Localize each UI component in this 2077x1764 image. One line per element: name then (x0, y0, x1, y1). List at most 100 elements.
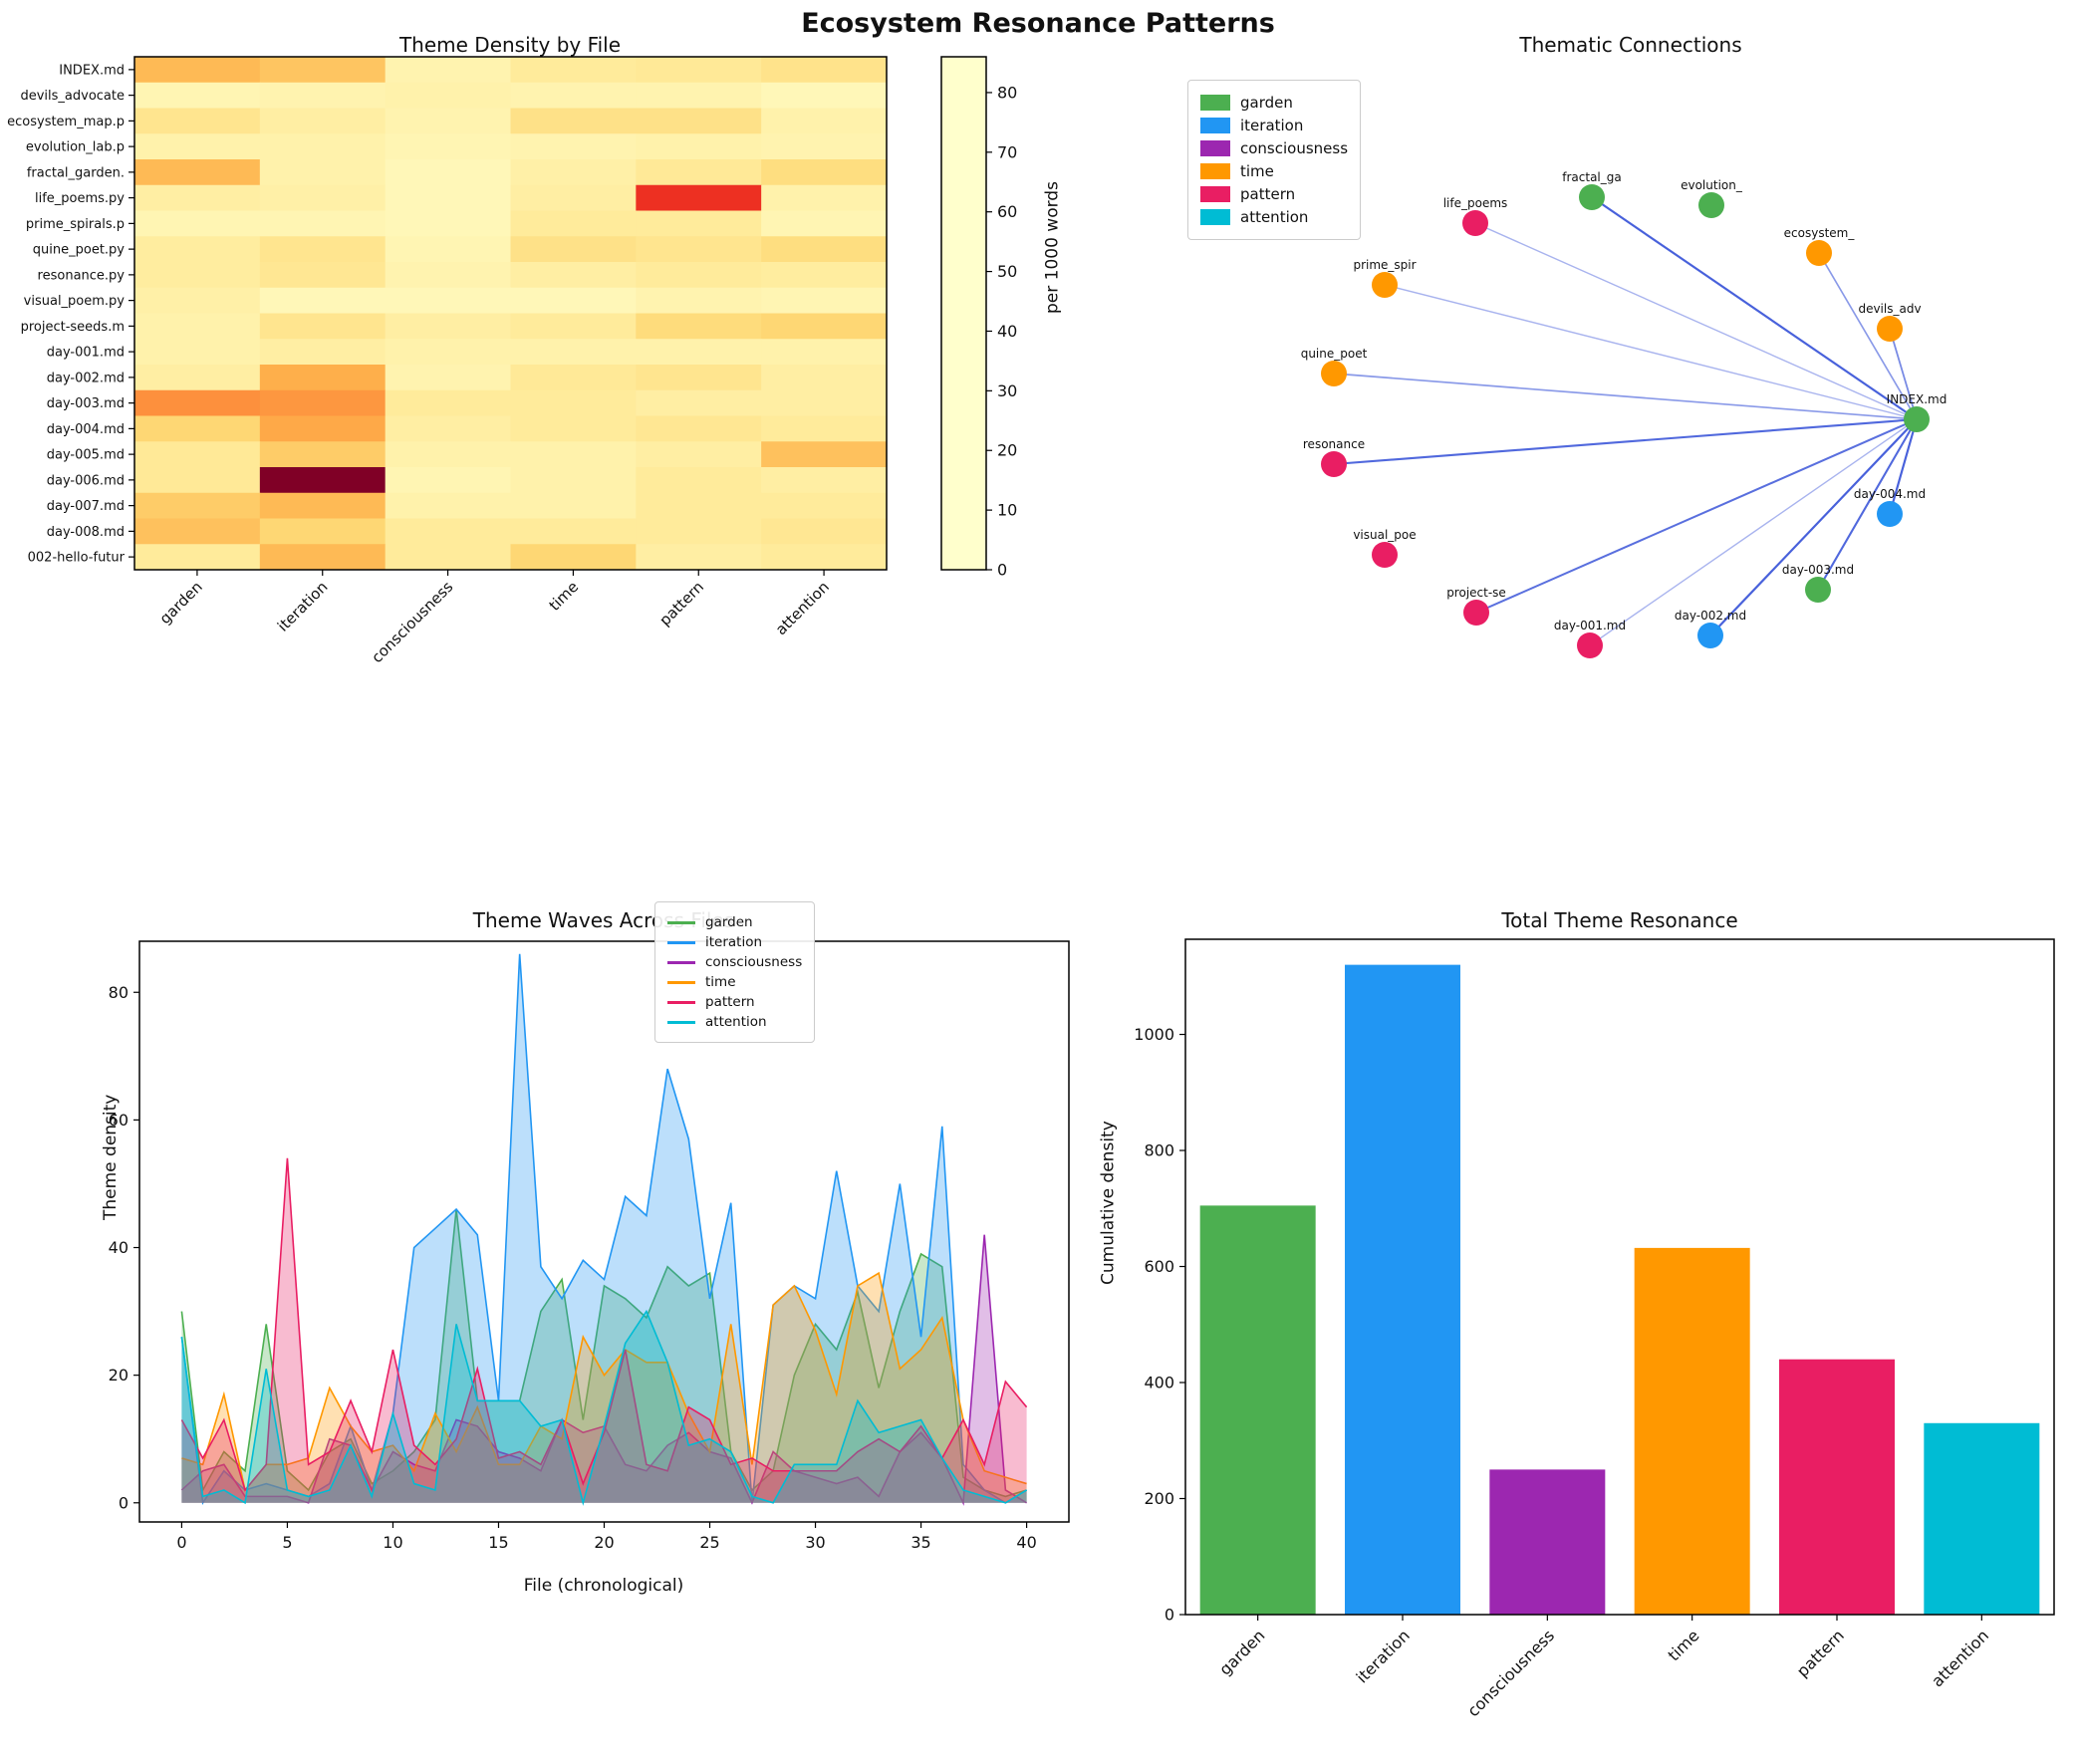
heatmap-cell (259, 108, 387, 134)
legend-item-time: time (667, 974, 802, 990)
heatmap-cell (636, 339, 762, 366)
network-node-label: fractal_ga (1562, 170, 1621, 184)
waves-y-tick-label: 60 (109, 1111, 129, 1130)
heatmap-cell (134, 108, 261, 134)
legend-item-time: time (1200, 162, 1348, 180)
colorbar-tick-label: 20 (997, 441, 1017, 460)
line-garden (180, 1208, 1027, 1498)
waves-x-tick-label: 20 (594, 1533, 614, 1552)
bars-x-tick-label: iteration (1353, 1626, 1414, 1686)
network-node (1321, 361, 1347, 386)
line-attention (180, 1309, 1028, 1506)
heatmap-cell (636, 441, 762, 468)
heatmap-col-label: iteration (274, 578, 332, 635)
heatmap-row-label: quine_poet.py (33, 243, 126, 258)
heatmap-cell (761, 57, 888, 84)
network-node-label: day-002.md (1675, 609, 1746, 623)
waves-y-tick-label: 80 (109, 983, 129, 1002)
heatmap-cell (636, 467, 762, 494)
heatmap-cell (510, 262, 637, 289)
heatmap-row-label: day-005.md (47, 448, 125, 463)
bar-pattern (1779, 1359, 1895, 1615)
colorbar-tick-label: 80 (997, 83, 1017, 102)
network-node-label: day-004.md (1854, 487, 1926, 501)
bar-time (1634, 1247, 1750, 1615)
network-node (1462, 210, 1488, 236)
waves-y-axis-label: Theme density (101, 1094, 122, 1220)
heatmap-cell (259, 365, 387, 391)
legend-label: attention (1240, 208, 1309, 226)
network-node (1579, 184, 1605, 210)
network-node (1877, 316, 1903, 342)
waves-x-tick-label: 15 (488, 1533, 508, 1552)
network-node-label: visual_poe (1353, 528, 1416, 542)
waves-x-axis-label: File (chronological) (523, 1576, 684, 1596)
bars-x-tick-label: consciousness (1463, 1626, 1558, 1720)
bar-attention (1924, 1422, 2040, 1615)
network-title: Thematic Connections (1519, 33, 1742, 57)
heatmap-row-label: day-001.md (47, 346, 125, 361)
heatmap-cell (636, 184, 762, 211)
heatmap-cell (761, 492, 888, 519)
heatmap-cell (259, 210, 387, 237)
heatmap-cell (134, 441, 261, 468)
heatmap-cell (761, 365, 888, 391)
legend-item-iteration: iteration (667, 934, 802, 950)
heatmap-cell (259, 236, 387, 263)
legend-label: time (1240, 162, 1274, 180)
heatmap-row-label: day-003.md (47, 396, 125, 411)
legend-swatch-iteration (1200, 118, 1230, 133)
network-node-label: day-003.md (1782, 563, 1854, 577)
heatmap-cell (259, 82, 387, 109)
network-legend: garden iteration consciousness time pattern a… (1187, 80, 1362, 240)
network-edge (1384, 284, 1918, 420)
heatmap-row-label: evolution_lab.p (26, 140, 125, 155)
legend-swatch-garden (667, 920, 695, 924)
heatmap-cell (385, 339, 511, 366)
heatmap-cell (636, 159, 762, 186)
heatmap-cell (259, 441, 387, 468)
bars-x-tick-label: attention (1928, 1626, 1992, 1690)
heatmap-cell (385, 210, 511, 237)
colorbar-tick-label: 0 (997, 561, 1007, 580)
network-node (1372, 272, 1398, 298)
heatmap-cell (259, 544, 387, 571)
heatmap-cell (510, 236, 637, 263)
heatmap-row-label: day-002.md (47, 371, 125, 385)
heatmap-cell (636, 415, 762, 442)
heatmap-cell (259, 467, 387, 494)
legend-item-iteration: iteration (1200, 117, 1348, 134)
heatmap-cell (510, 544, 637, 571)
heatmap-cell (385, 287, 511, 314)
heatmap-cell (510, 339, 637, 366)
heatmap-row-label: day-008.md (47, 525, 125, 540)
heatmap-row-label: day-007.md (47, 499, 125, 514)
legend-label: iteration (705, 934, 763, 950)
network-node-label: ecosystem_ (1784, 226, 1856, 240)
heatmap-row-label: ecosystem_map.p (7, 115, 125, 129)
heatmap-cell (510, 415, 637, 442)
heatmap-row-label: fractal_garden. (27, 165, 125, 180)
heatmap-cell (134, 82, 261, 109)
legend-swatch-attention (667, 1020, 695, 1024)
bars-y-tick-label: 0 (1165, 1606, 1174, 1625)
heatmap-cell (761, 82, 888, 109)
heatmap-cell (134, 262, 261, 289)
legend-label: garden (1240, 94, 1293, 112)
legend-item-pattern: pattern (667, 994, 802, 1010)
bar-iteration (1345, 964, 1460, 1615)
line-time (181, 1271, 1027, 1492)
network-node (1577, 632, 1603, 658)
heatmap-col-label: pattern (655, 578, 707, 630)
waves-y-tick-label: 20 (109, 1366, 129, 1385)
area-fill-attention (181, 1311, 1027, 1503)
network-node (1372, 542, 1398, 568)
heatmap-cell (761, 159, 888, 186)
legend-label: consciousness (705, 954, 803, 970)
area-fill-iteration (181, 953, 1027, 1503)
network-node (1806, 240, 1832, 266)
heatmap-cell (385, 467, 511, 494)
waves-legend: garden iteration consciousness time pattern a… (654, 901, 816, 1043)
network-edge (1475, 418, 1918, 614)
heatmap-cell (385, 262, 511, 289)
